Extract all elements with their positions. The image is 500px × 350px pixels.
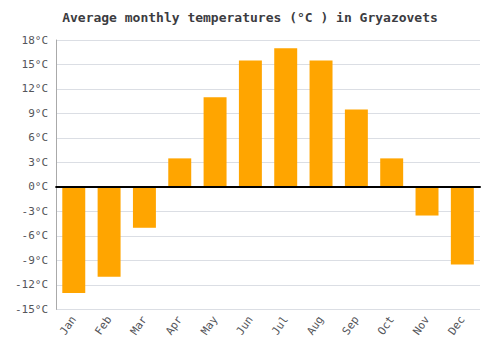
svg-text:-6°C: -6°C: [22, 229, 49, 242]
svg-text:Mar: Mar: [128, 313, 150, 337]
svg-text:3°C: 3°C: [28, 156, 48, 169]
svg-text:Apr: Apr: [163, 313, 185, 337]
svg-text:Average monthly temperatures (: Average monthly temperatures (°C ) in Gr…: [62, 10, 438, 25]
svg-text:May: May: [198, 313, 220, 337]
svg-text:Jul: Jul: [269, 314, 291, 338]
svg-text:Jun: Jun: [234, 314, 256, 338]
svg-text:Oct: Oct: [375, 314, 397, 338]
svg-text:12°C: 12°C: [22, 82, 49, 95]
svg-text:-3°C: -3°C: [22, 205, 49, 218]
svg-text:6°C: 6°C: [28, 131, 48, 144]
svg-text:Aug: Aug: [304, 314, 326, 338]
svg-text:9°C: 9°C: [28, 107, 48, 120]
svg-text:Feb: Feb: [92, 314, 114, 338]
svg-text:-15°C: -15°C: [15, 303, 48, 316]
svg-text:0°C: 0°C: [28, 180, 48, 193]
svg-text:-9°C: -9°C: [22, 254, 49, 267]
svg-text:Nov: Nov: [410, 313, 432, 337]
svg-text:Sep: Sep: [340, 314, 362, 338]
svg-text:Jan: Jan: [57, 314, 79, 338]
svg-text:15°C: 15°C: [22, 58, 49, 71]
svg-text:-12°C: -12°C: [15, 278, 48, 291]
svg-text:18°C: 18°C: [22, 34, 49, 47]
svg-text:Dec: Dec: [446, 314, 468, 338]
